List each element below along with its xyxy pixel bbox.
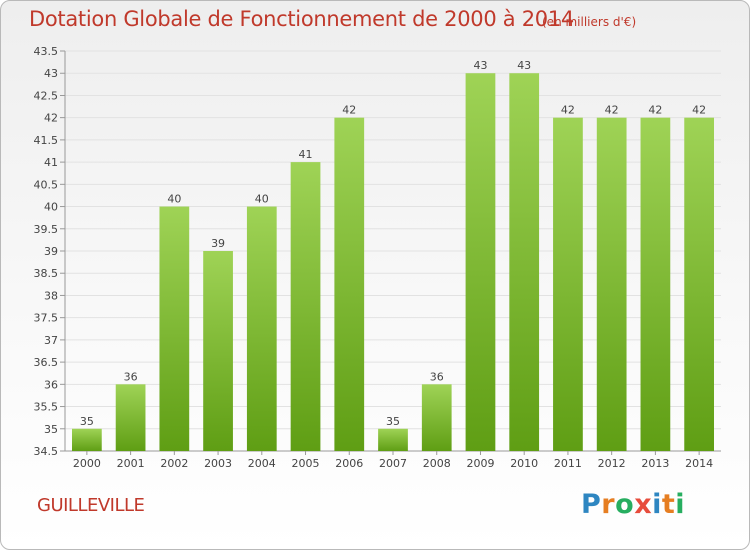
y-tick-label: 38.5 (34, 267, 59, 280)
y-tick-label: 43.5 (34, 45, 59, 58)
commune-name: GUILLEVILLE (37, 495, 145, 516)
y-tick-label: 34.5 (34, 445, 59, 458)
bar (553, 117, 583, 452)
y-tick-label: 38 (44, 289, 58, 302)
bar (378, 428, 408, 451)
data-label: 42 (605, 104, 619, 117)
x-tick-label: 2005 (292, 457, 320, 470)
bar (596, 117, 627, 452)
bar (159, 206, 190, 451)
y-tick-label: 41.5 (34, 134, 59, 147)
x-tick-label: 2002 (160, 457, 188, 470)
bar (290, 162, 321, 451)
y-tick-label: 36.5 (34, 356, 59, 369)
x-tick-label: 2001 (117, 457, 145, 470)
y-tick-label: 37.5 (34, 312, 59, 325)
data-label: 39 (211, 237, 225, 250)
data-label: 42 (648, 104, 662, 117)
logo-letter: i (675, 489, 686, 520)
bar (465, 73, 496, 451)
logo-letter: o (615, 489, 635, 520)
y-tick-label: 43 (44, 67, 58, 80)
x-tick-label: 2014 (685, 457, 713, 470)
logo-letter: i (652, 489, 662, 520)
bar (203, 251, 233, 451)
bar (421, 384, 452, 451)
y-tick-label: 39.5 (34, 223, 59, 236)
chart-title: Dotation Globale de Fonctionnement de 20… (29, 7, 574, 31)
bar (71, 428, 102, 451)
y-tick-label: 40.5 (34, 178, 59, 191)
data-label: 43 (473, 59, 487, 72)
x-tick-label: 2009 (466, 457, 494, 470)
x-tick-label: 2003 (204, 457, 232, 470)
y-tick-label: 35 (44, 423, 58, 436)
y-tick-label: 35.5 (34, 401, 59, 414)
data-label: 42 (561, 104, 575, 117)
data-label: 36 (124, 370, 138, 383)
unit-label: (en milliers d'€) (542, 15, 637, 29)
y-tick-label: 39 (44, 245, 58, 258)
logo-letter: P (581, 489, 602, 520)
data-label: 43 (517, 59, 531, 72)
x-tick-label: 2012 (598, 457, 626, 470)
x-tick-label: 2011 (554, 457, 582, 470)
x-tick-label: 2010 (510, 457, 538, 470)
bar (115, 384, 146, 451)
y-tick-label: 40 (44, 201, 58, 214)
x-tick-label: 2006 (335, 457, 363, 470)
proxiti-logo[interactable]: Proxiti (581, 489, 685, 520)
logo-letter: r (601, 489, 616, 520)
bar (246, 206, 277, 451)
data-label: 36 (430, 370, 444, 383)
bar (334, 117, 365, 452)
bar (509, 73, 540, 451)
logo-letter: x (634, 489, 653, 520)
data-label: 42 (342, 104, 356, 117)
x-tick-label: 2013 (641, 457, 669, 470)
data-label: 40 (167, 193, 181, 206)
y-tick-label: 42.5 (34, 89, 59, 102)
data-label: 35 (80, 415, 94, 428)
data-label: 40 (255, 193, 269, 206)
x-tick-label: 2004 (248, 457, 276, 470)
y-tick-label: 42 (44, 112, 58, 125)
plot-area: 34.5 35 35.5 36 36.5 37 37.5 38 38.5 39 39.5 40 40.5… (34, 45, 721, 470)
y-tick-label: 41 (44, 156, 58, 169)
x-tick-label: 2000 (73, 457, 101, 470)
bar (640, 117, 671, 452)
x-tick-label: 2008 (423, 457, 451, 470)
logo-letter: t (661, 489, 676, 520)
y-tick-label: 37 (44, 334, 58, 347)
y-tick-label: 36 (44, 378, 58, 391)
data-label: 42 (692, 104, 706, 117)
x-tick-label: 2007 (379, 457, 407, 470)
data-label: 41 (299, 148, 313, 161)
data-label: 35 (386, 415, 400, 428)
bar (684, 117, 715, 452)
